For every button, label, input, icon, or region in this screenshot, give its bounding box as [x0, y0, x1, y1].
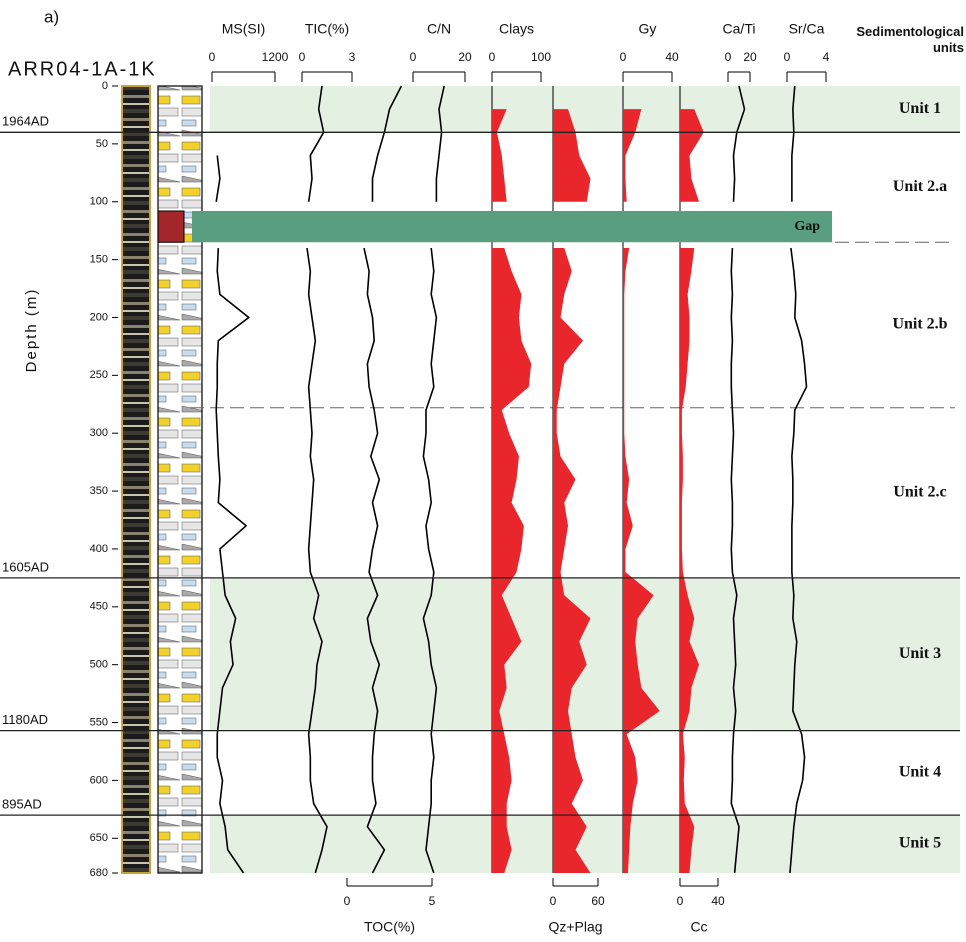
- y-tick-label: 600: [90, 774, 108, 786]
- x-tick-label: 0: [489, 50, 496, 64]
- y-axis-label: Depth (m): [23, 288, 40, 373]
- x-tick-label: 4: [823, 50, 830, 64]
- track-title: Clays: [499, 21, 534, 37]
- x-tick-label: 0: [677, 894, 684, 908]
- x-tick-label: 0: [620, 50, 627, 64]
- core-photo: [121, 85, 151, 874]
- x-tick-label: 0: [725, 50, 732, 64]
- y-tick-label: 150: [90, 254, 108, 266]
- y-tick-label: 550: [90, 716, 108, 728]
- x-tick-label: 20: [743, 50, 757, 64]
- y-tick-label: 500: [90, 659, 108, 671]
- y-tick-label: 0: [102, 80, 108, 92]
- y-tick-label: 400: [90, 543, 108, 555]
- line: [730, 85, 746, 874]
- track-title: MS(SI): [222, 21, 266, 37]
- gap-label: Gap: [794, 219, 820, 234]
- area: [623, 109, 660, 874]
- x-tick-label: 40: [711, 894, 725, 908]
- x-tick-label: 1200: [262, 50, 289, 64]
- x-tick-label: 0: [299, 50, 306, 64]
- y-tick-label: 100: [90, 196, 108, 208]
- unit-label: Unit 4: [899, 764, 941, 781]
- x-tick-label: 20: [458, 50, 472, 64]
- unit-label: Unit 2.a: [893, 178, 947, 195]
- track-title: TIC(%): [305, 21, 349, 37]
- track-title: Ca/Ti: [723, 21, 756, 37]
- line: [422, 85, 445, 874]
- unit-label: Unit 2.b: [892, 316, 947, 333]
- x-tick-label: 60: [591, 894, 605, 908]
- unit-bands: [210, 86, 960, 873]
- lithology-column: [157, 85, 203, 874]
- unit-band: [210, 86, 960, 133]
- y-tick-label: 300: [90, 427, 108, 439]
- x-tick-label: 0: [784, 50, 791, 64]
- track-title: Cc: [690, 919, 707, 935]
- units-title: Sedimentological units: [856, 24, 964, 55]
- y-tick-label: 680: [90, 867, 108, 879]
- unit-band: [210, 577, 960, 731]
- track-title: Qz+Plag: [548, 919, 602, 935]
- line: [789, 85, 808, 874]
- area: [680, 109, 704, 874]
- x-tick-label: 100: [531, 50, 551, 64]
- unit-label: Unit 1: [899, 100, 941, 117]
- x-tick-label: 3: [349, 50, 356, 64]
- unit-label: Unit 5: [899, 835, 941, 852]
- line: [215, 155, 250, 874]
- y-tick-label: 650: [90, 832, 108, 844]
- y-tick-label: 200: [90, 311, 108, 323]
- track-title: C/N: [427, 21, 451, 37]
- y-tick-label: 350: [90, 485, 108, 497]
- date-label: 895AD: [2, 797, 42, 812]
- date-label: 1964AD: [2, 114, 49, 129]
- y-tick-label: 450: [90, 601, 108, 613]
- area: [492, 109, 532, 874]
- track-title: Gy: [639, 21, 657, 37]
- date-label: 1180AD: [2, 712, 48, 727]
- x-tick-label: 5: [429, 894, 436, 908]
- x-tick-label: 0: [410, 50, 417, 64]
- line: [363, 85, 403, 874]
- core-name: ARR04-1A-1K: [8, 58, 157, 80]
- gap-core: [157, 210, 185, 243]
- unit-label: Unit 2.c: [893, 483, 946, 500]
- gap-bar: [192, 210, 832, 243]
- x-tick-label: 40: [665, 50, 679, 64]
- y-tick-label: 50: [96, 138, 108, 150]
- y-tick-label: 250: [90, 369, 108, 381]
- x-tick-label: 0: [209, 50, 216, 64]
- date-label: 1605AD: [2, 559, 49, 574]
- line: [306, 85, 328, 874]
- area: [553, 109, 591, 874]
- x-tick-label: 0: [344, 894, 351, 908]
- panel-label: a): [44, 7, 59, 26]
- unit-label: Unit 3: [899, 645, 941, 662]
- x-tick-label: 0: [550, 894, 557, 908]
- track-title: TOC(%): [364, 919, 415, 935]
- track-title: Sr/Ca: [789, 21, 825, 37]
